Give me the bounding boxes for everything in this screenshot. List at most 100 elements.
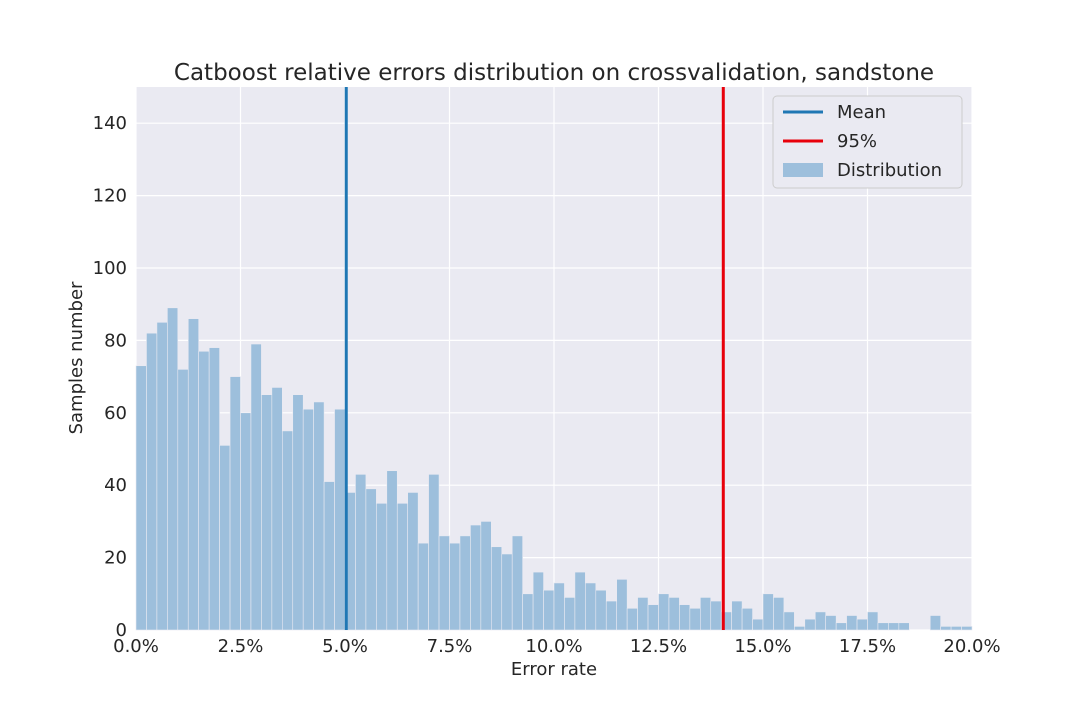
- histogram-bar: [731, 600, 743, 631]
- histogram-bar: [386, 470, 398, 631]
- histogram-bar: [595, 589, 607, 631]
- histogram-bar: [814, 611, 826, 631]
- histogram-bar: [626, 607, 638, 631]
- histogram-bar: [752, 618, 764, 631]
- histogram-bar: [355, 474, 367, 631]
- histogram-bar: [762, 593, 774, 631]
- histogram-bar: [888, 622, 900, 631]
- legend-distribution-label: Distribution: [837, 160, 942, 181]
- histogram-bar: [271, 387, 283, 631]
- legend-mean-label: Mean: [837, 102, 886, 123]
- histogram-bar: [950, 626, 962, 631]
- histogram-bar: [637, 597, 649, 631]
- histogram-bar: [376, 502, 388, 631]
- x-tick-label: 0.0%: [113, 636, 159, 657]
- histogram-bar: [240, 412, 252, 631]
- histogram-bar: [804, 618, 816, 631]
- histogram-bar: [668, 597, 680, 631]
- histogram-bar: [553, 582, 565, 631]
- x-tick-label: 7.5%: [427, 636, 473, 657]
- histogram-bar: [522, 593, 534, 631]
- histogram-bar: [825, 615, 837, 631]
- histogram-bar: [198, 350, 210, 631]
- y-tick-label: 80: [104, 330, 127, 351]
- histogram-bar: [407, 492, 419, 631]
- histogram-bar: [146, 332, 158, 631]
- histogram-bar: [417, 542, 429, 631]
- histogram-bar: [679, 604, 691, 631]
- histogram-bars: [135, 307, 973, 631]
- histogram-bar: [229, 376, 241, 631]
- histogram-bar: [929, 615, 941, 631]
- histogram-bar: [773, 597, 785, 631]
- histogram-bar: [867, 611, 879, 631]
- histogram-bar: [898, 622, 910, 631]
- y-tick-label: 100: [93, 258, 127, 279]
- histogram-bar: [313, 401, 325, 631]
- histogram-bar: [940, 626, 952, 631]
- y-axis-label: Samples number: [66, 281, 87, 434]
- histogram-bar: [856, 618, 868, 631]
- histogram-bar: [961, 626, 973, 631]
- y-tick-label: 40: [104, 475, 127, 496]
- histogram-bar: [459, 535, 471, 631]
- x-tick-label: 17.5%: [839, 636, 896, 657]
- legend: Mean 95% Distribution: [772, 95, 963, 189]
- histogram-bar: [167, 307, 179, 631]
- y-tick-label: 120: [93, 186, 127, 207]
- y-tick-labels: 0 20 40 60 80 100 120 140: [93, 113, 127, 641]
- histogram-bar: [156, 321, 168, 631]
- histogram-bar: [323, 481, 335, 631]
- chart-title: Catboost relative errors distribution on…: [174, 60, 934, 86]
- histogram-bar: [647, 604, 659, 631]
- x-tick-label: 10.0%: [525, 636, 582, 657]
- histogram-bar: [658, 593, 670, 631]
- histogram-bar: [501, 553, 513, 631]
- histogram-bar: [292, 394, 304, 631]
- histogram-bar: [480, 521, 492, 631]
- histogram-bar: [208, 347, 220, 631]
- x-tick-label: 12.5%: [630, 636, 687, 657]
- histogram-bar: [574, 571, 586, 631]
- histogram-bar: [396, 502, 408, 631]
- histogram-bar: [365, 488, 377, 631]
- x-tick-label: 15.0%: [734, 636, 791, 657]
- histogram-bar: [543, 589, 555, 631]
- histogram-bar: [689, 607, 701, 631]
- histogram-bar: [449, 542, 461, 631]
- histogram-bar: [835, 622, 847, 631]
- histogram-bar: [741, 607, 753, 631]
- histogram-bar: [585, 582, 597, 631]
- histogram-bar: [261, 394, 273, 631]
- histogram-bar: [605, 600, 617, 631]
- y-tick-label: 140: [93, 113, 127, 134]
- legend-distribution-swatch: [783, 163, 823, 177]
- x-tick-label: 20.0%: [943, 636, 1000, 657]
- histogram-bar: [616, 579, 628, 631]
- y-tick-label: 60: [104, 403, 127, 424]
- y-tick-label: 20: [104, 548, 127, 569]
- histogram-bar: [710, 600, 722, 631]
- histogram-bar: [219, 445, 231, 631]
- histogram-bar: [470, 524, 482, 631]
- x-tick-labels: 0.0% 2.5% 5.0% 7.5% 10.0% 12.5% 15.0% 17.5% 20.0…: [113, 636, 1000, 657]
- histogram-bar: [177, 369, 189, 631]
- histogram-bar: [532, 571, 544, 631]
- histogram-bar: [135, 365, 147, 631]
- histogram-bar: [428, 474, 440, 631]
- x-tick-label: 2.5%: [218, 636, 264, 657]
- histogram-bar: [511, 535, 523, 631]
- histogram-bar: [250, 343, 262, 631]
- x-axis-label: Error rate: [511, 659, 597, 680]
- x-tick-label: 5.0%: [322, 636, 368, 657]
- histogram-bar: [490, 546, 503, 631]
- histogram-bar: [846, 615, 858, 631]
- histogram-bar: [783, 611, 795, 631]
- histogram-bar: [877, 622, 889, 631]
- histogram-bar: [438, 535, 450, 631]
- histogram-bar: [302, 408, 314, 631]
- y-tick-label: 0: [116, 620, 127, 641]
- histogram-bar: [187, 318, 199, 631]
- histogram-bar: [699, 597, 712, 631]
